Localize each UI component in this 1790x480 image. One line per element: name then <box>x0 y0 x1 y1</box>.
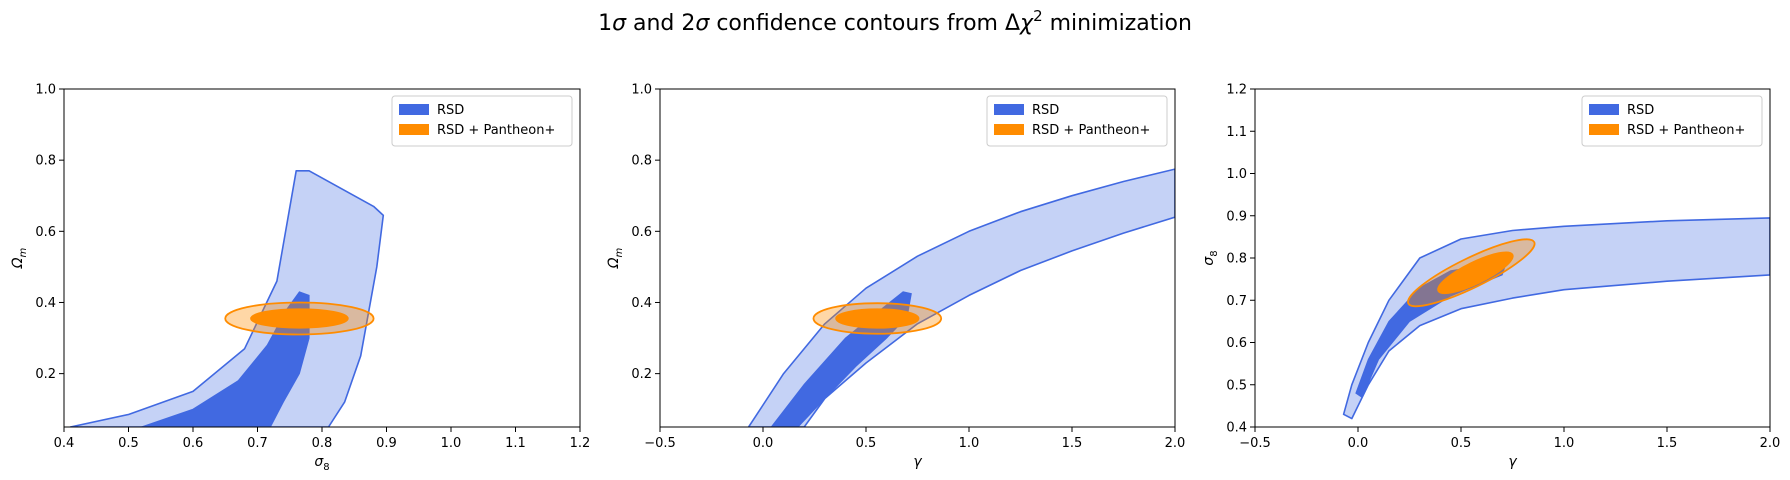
panel-1: 0.4 0.5 0.6 0.7 0.8 0.9 1.0 1.1 1.2 0.2 0.4 0.6 0.8 1… <box>10 83 590 474</box>
y-tick-label: 0.6 <box>1226 336 1247 351</box>
y-tick-label: 1.0 <box>1226 167 1247 182</box>
y-tick-label: 0.4 <box>1226 421 1247 436</box>
legend-label: RSD + Pantheon+ <box>1032 123 1150 138</box>
y-tick-label: 0.4 <box>631 296 652 311</box>
y-tick-label: 0.5 <box>1226 378 1247 393</box>
x-tick-label: 0.5 <box>1451 436 1472 451</box>
x-tick-label: 1.2 <box>570 436 591 451</box>
legend-swatch-combined <box>1589 124 1619 135</box>
legend-swatch-rsd <box>1589 104 1619 115</box>
y-tick-label: 0.6 <box>35 225 56 240</box>
legend-frame <box>391 95 573 147</box>
legend-frame <box>1581 95 1763 147</box>
x-tick-label: 1.1 <box>505 436 526 451</box>
plot-area <box>747 168 1175 427</box>
x-tick-label: 0.0 <box>753 436 774 451</box>
legend-frame <box>986 95 1168 147</box>
axes-frame <box>659 88 1176 428</box>
x-tick-label: −0.5 <box>1239 436 1271 451</box>
x-tick-label: 0.7 <box>247 436 268 451</box>
x-tick-label: 1.5 <box>1062 436 1083 451</box>
x-axis-label: γ <box>913 454 922 470</box>
x-tick-label: 0.6 <box>183 436 204 451</box>
y-tick-label: 1.0 <box>35 83 56 98</box>
legend-swatch-combined <box>994 124 1024 135</box>
y-tick-label: 1.1 <box>1226 125 1247 140</box>
y-axis-label: σ8 <box>1201 250 1220 265</box>
figure-title: 1σ and 2σ confidence contours from Δχ2 m… <box>598 7 1192 36</box>
y-tick-label: 0.7 <box>1226 294 1247 309</box>
x-tick-label: 1.0 <box>959 436 980 451</box>
y-tick-label: 0.2 <box>631 367 652 382</box>
legend-label: RSD <box>437 103 464 118</box>
x-tick-label: 1.0 <box>441 436 462 451</box>
legend: RSD RSD + Pantheon+ <box>1581 95 1763 147</box>
legend-label: RSD <box>1627 103 1654 118</box>
plot-area <box>69 170 385 427</box>
y-tick-label: 1.2 <box>1226 83 1247 98</box>
plot-area <box>1342 217 1770 420</box>
panel-3: −0.5 0.0 0.5 1.0 1.5 2.0 0.4 0.5 0.6 0.7 0.8 0.9 1.0… <box>1201 83 1780 471</box>
y-axis-label: Ωm <box>606 248 625 270</box>
y-tick-label: 1.0 <box>631 83 652 98</box>
legend: RSD RSD + Pantheon+ <box>986 95 1168 147</box>
panels: 0.4 0.5 0.6 0.7 0.8 0.9 1.0 1.1 1.2 0.2 0.4 0.6 0.8 1… <box>10 83 1780 474</box>
x-tick-label: 1.0 <box>1554 436 1575 451</box>
combined-1sigma-contour <box>835 308 920 329</box>
x-tick-label: 1.5 <box>1657 436 1678 451</box>
rsd-2sigma-contour <box>69 170 385 427</box>
y-tick-label: 0.8 <box>35 154 56 169</box>
legend-label: RSD + Pantheon+ <box>437 123 555 138</box>
legend-label: RSD + Pantheon+ <box>1627 123 1745 138</box>
legend-swatch-combined <box>399 124 429 135</box>
rsd-1sigma-contour <box>141 291 310 427</box>
x-tick-label: 0.0 <box>1348 436 1369 451</box>
y-tick-label: 0.6 <box>631 225 652 240</box>
y-tick-label: 0.8 <box>1226 252 1247 267</box>
x-tick-label: 2.0 <box>1760 436 1781 451</box>
y-axis-label: Ωm <box>10 248 29 270</box>
legend-swatch-rsd <box>994 104 1024 115</box>
panel-2: −0.5 0.0 0.5 1.0 1.5 2.0 0.2 0.4 0.6 0.8 1.0 γ Ωm RSD… <box>606 83 1185 471</box>
x-tick-label: 0.5 <box>118 436 139 451</box>
x-tick-label: 2.0 <box>1165 436 1186 451</box>
legend: RSD RSD + Pantheon+ <box>391 95 573 147</box>
combined-1sigma-contour <box>1437 251 1514 295</box>
y-tick-label: 0.8 <box>631 154 652 169</box>
y-tick-label: 0.4 <box>35 296 56 311</box>
legend-label: RSD <box>1032 103 1059 118</box>
x-tick-label: 0.4 <box>54 436 75 451</box>
x-tick-label: 0.9 <box>376 436 397 451</box>
x-tick-label: 0.8 <box>312 436 333 451</box>
legend-swatch-rsd <box>399 104 429 115</box>
x-axis-label: γ <box>1508 454 1517 470</box>
y-tick-label: 0.2 <box>35 367 56 382</box>
x-tick-label: 0.5 <box>856 436 877 451</box>
x-axis-label: σ8 <box>314 454 329 473</box>
combined-1sigma-contour <box>250 308 349 329</box>
y-tick-label: 0.9 <box>1226 209 1247 224</box>
x-tick-label: −0.5 <box>644 436 676 451</box>
